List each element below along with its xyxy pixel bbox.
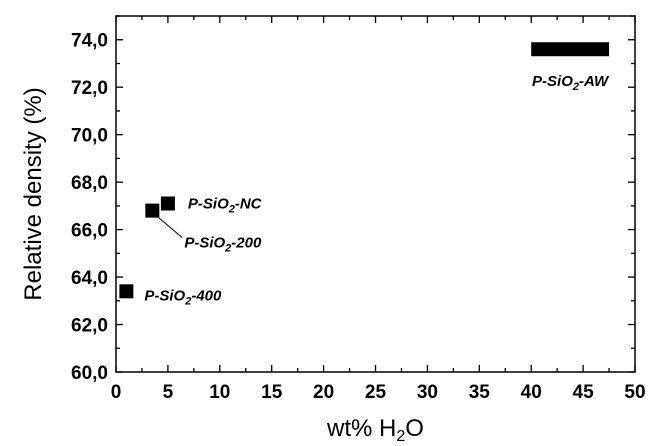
- y-tick-label: 62,0: [71, 316, 108, 337]
- plot-frame: [115, 15, 636, 373]
- x-tick-label: 10: [209, 382, 230, 403]
- y-tick-label: 70,0: [71, 126, 108, 147]
- y-tick-label: 68,0: [71, 173, 108, 194]
- x-tick-label: 45: [573, 382, 595, 403]
- point-labels: P-SiO2-400 P-SiO2-200 P-SiO2-NC P-SiO2-AW: [144, 73, 610, 307]
- x-tick-label: 25: [365, 382, 387, 403]
- leader-line: [157, 216, 183, 238]
- point-label: P-SiO2-400: [144, 287, 222, 307]
- tick-labels: 0 5 10 15 20 25 30 35 40 45 50 60,0 62,0 64,0 66,0 68,0…: [71, 31, 646, 403]
- scatter-point: [145, 203, 160, 218]
- scatter-point: [160, 196, 175, 211]
- axis-ticks: [115, 15, 636, 373]
- x-tick-label: 35: [469, 382, 491, 403]
- x-tick-label: 30: [417, 382, 438, 403]
- x-tick-label: 0: [111, 382, 122, 403]
- x-tick-label: 15: [261, 382, 283, 403]
- range-bar: [531, 42, 610, 57]
- y-tick-label: 64,0: [71, 268, 108, 289]
- y-tick-label: 66,0: [71, 221, 108, 242]
- y-axis-title: Relative density (%): [20, 87, 47, 300]
- x-tick-label: 50: [624, 382, 645, 403]
- x-axis-title: wt% H2O: [326, 415, 424, 445]
- y-tick-label: 60,0: [71, 363, 108, 384]
- x-tick-label: 40: [521, 382, 542, 403]
- scatter-point: [119, 284, 134, 299]
- x-tick-label: 20: [313, 382, 334, 403]
- y-tick-label: 72,0: [71, 78, 108, 99]
- range-label: P-SiO2-AW: [532, 73, 610, 93]
- x-tick-label: 5: [163, 382, 174, 403]
- data-marks: [119, 42, 610, 299]
- point-label: P-SiO2-NC: [188, 195, 263, 215]
- y-tick-label: 74,0: [71, 31, 108, 52]
- point-label: P-SiO2-200: [184, 235, 262, 255]
